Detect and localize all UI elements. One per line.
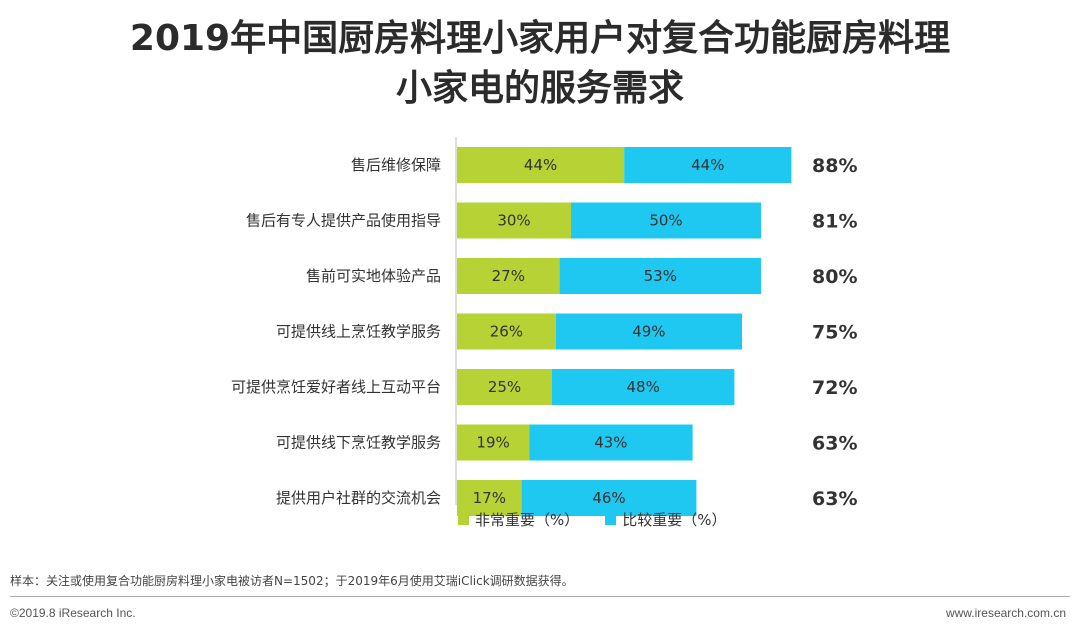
data-label-series2: 43% bbox=[594, 434, 627, 452]
footer-divider bbox=[10, 596, 1070, 597]
legend-swatch-series1 bbox=[458, 514, 469, 525]
category-label: 可提供线上烹饪教学服务 bbox=[276, 323, 441, 341]
bar-series1 bbox=[457, 313, 556, 350]
bar-series1 bbox=[457, 147, 625, 183]
bar-series2 bbox=[552, 369, 735, 405]
data-label-series1: 44% bbox=[524, 156, 557, 174]
data-label-series1: 26% bbox=[490, 323, 523, 341]
total-label: 63% bbox=[812, 433, 857, 455]
title-line-2: 小家电的服务需求 bbox=[395, 68, 684, 109]
data-label-series1: 27% bbox=[492, 267, 525, 285]
total-label: 88% bbox=[812, 155, 857, 177]
total-label: 72% bbox=[812, 377, 857, 399]
total-label: 75% bbox=[812, 322, 857, 344]
data-label-series2: 44% bbox=[691, 156, 724, 174]
bar-series1 bbox=[457, 202, 571, 239]
legend-label-series1: 非常重要（%） bbox=[475, 511, 580, 529]
bar-series1 bbox=[457, 369, 552, 405]
bar-series2 bbox=[521, 480, 697, 516]
legend-swatch-series2 bbox=[605, 514, 617, 525]
bar-series2 bbox=[571, 202, 761, 239]
data-label-series1: 30% bbox=[497, 212, 530, 230]
legend-item-series1: 非常重要（%） bbox=[458, 509, 579, 530]
data-label-series2: 49% bbox=[632, 323, 665, 341]
legend-item-series2: 比较重要（%） bbox=[605, 509, 727, 530]
bar-series1 bbox=[457, 424, 530, 461]
chart-legend: 非常重要（%） 比较重要（%） bbox=[458, 509, 753, 530]
total-label: 63% bbox=[812, 488, 857, 510]
category-label: 售后有专人提供产品使用指导 bbox=[246, 212, 441, 230]
bar-series2 bbox=[624, 147, 792, 183]
website-link[interactable]: www.iresearch.com.cn bbox=[945, 606, 1066, 620]
category-label: 可提供线下烹饪教学服务 bbox=[276, 434, 441, 452]
page-title: 2019年中国厨房料理小家用户对复合功能厨房料理 小家电的服务需求 bbox=[0, 14, 1080, 114]
category-label: 可提供烹饪爱好者线上互动平台 bbox=[231, 378, 441, 396]
bar-series2 bbox=[529, 424, 693, 461]
total-label: 81% bbox=[812, 211, 857, 233]
bar-series2 bbox=[555, 313, 742, 350]
copyright: ©2019.8 iResearch Inc. bbox=[10, 606, 136, 620]
bar-series1 bbox=[457, 480, 522, 516]
bar-series1 bbox=[457, 258, 560, 294]
data-label-series2: 53% bbox=[644, 267, 677, 285]
data-label-series1: 25% bbox=[488, 378, 521, 396]
data-label-series1: 17% bbox=[473, 489, 506, 507]
stacked-bar-chart: 售后维修保障 44% 44% 88% 售后有专人提供产品使用指导 30% 50% 81% 售前可… bbox=[231, 137, 857, 516]
category-label: 售后维修保障 bbox=[351, 156, 441, 174]
title-line-1: 2019年中国厨房料理小家用户对复合功能厨房料理 bbox=[129, 18, 951, 59]
category-label: 提供用户社群的交流机会 bbox=[276, 489, 441, 507]
data-label-series2: 50% bbox=[649, 212, 682, 230]
bar-series2 bbox=[559, 258, 761, 294]
total-label: 80% bbox=[812, 266, 857, 288]
data-label-series2: 46% bbox=[592, 489, 625, 507]
data-label-series1: 19% bbox=[476, 434, 509, 452]
legend-label-series2: 比较重要（%） bbox=[622, 511, 727, 529]
category-label: 售前可实地体验产品 bbox=[306, 267, 441, 285]
sample-note: 样本：关注或使用复合功能厨房料理小家电被访者N=1502；于2019年6月使用艾… bbox=[10, 574, 574, 588]
data-label-series2: 48% bbox=[627, 378, 660, 396]
